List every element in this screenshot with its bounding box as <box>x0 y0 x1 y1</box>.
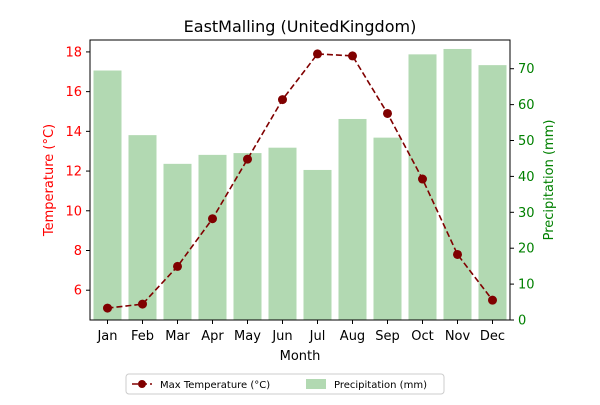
bar-precipitation-jul <box>303 169 332 320</box>
x-tick-label: May <box>234 329 261 344</box>
right-y-tick-label: 0 <box>518 314 526 329</box>
x-tick-label: Dec <box>480 329 505 344</box>
legend-label-precipitation: Precipitation (mm) <box>334 380 427 391</box>
bar-precipitation-jan <box>93 70 122 320</box>
left-y-tick-label: 14 <box>65 125 82 140</box>
right-axis-label: Precipitation (mm) <box>542 120 557 241</box>
point-max-temperature-jan <box>103 303 112 313</box>
left-y-tick-label: 18 <box>65 45 82 60</box>
point-max-temperature-jul <box>313 49 322 59</box>
chart-title: EastMalling (UnitedKingdom) <box>184 17 417 36</box>
right-y-tick-label: 50 <box>518 134 535 149</box>
bar-precipitation-oct <box>408 54 437 320</box>
legend-label-max-temperature: Max Temperature (°C) <box>160 380 270 391</box>
x-tick-label: Nov <box>445 329 471 344</box>
legend: Max Temperature (°C) Precipitation (mm) <box>125 373 445 395</box>
bar-precipitation-feb <box>128 135 157 320</box>
plot-frame <box>89 39 511 321</box>
legend-frame <box>125 373 445 395</box>
x-tick-label: Feb <box>131 329 154 344</box>
left-y-tick-label: 12 <box>65 165 82 180</box>
left-axis-label: Temperature (°C) <box>42 124 57 237</box>
x-tick-label: Sep <box>375 329 400 344</box>
right-y-tick-label: 40 <box>518 170 535 185</box>
point-max-temperature-jun <box>278 95 287 105</box>
point-max-temperature-oct <box>418 174 427 184</box>
point-max-temperature-nov <box>453 249 462 259</box>
bars-layer <box>93 48 507 320</box>
right-y-tick-label: 10 <box>518 278 535 293</box>
point-max-temperature-dec <box>488 295 497 305</box>
point-max-temperature-feb <box>138 299 147 309</box>
x-tick-label: Aug <box>340 329 365 344</box>
right-y-tick-label: 30 <box>518 206 535 221</box>
line-layer <box>103 49 497 313</box>
bar-precipitation-sep <box>373 137 402 320</box>
right-y-tick-label: 60 <box>518 98 535 113</box>
point-max-temperature-aug <box>348 51 357 61</box>
bar-precipitation-nov <box>443 48 472 320</box>
left-y-tick-label: 6 <box>74 284 82 299</box>
point-max-temperature-may <box>243 154 252 164</box>
bar-precipitation-apr <box>198 154 227 320</box>
point-max-temperature-mar <box>173 261 182 271</box>
point-max-temperature-sep <box>383 108 392 118</box>
legend-marker-swatch <box>138 380 146 388</box>
left-y-tick-label: 8 <box>74 244 82 259</box>
bar-precipitation-jun <box>268 147 297 320</box>
left-y-tick-label: 16 <box>65 85 82 100</box>
x-tick-label: Jan <box>96 329 117 344</box>
left-y-tick-label: 10 <box>65 204 82 219</box>
axes-layer: Jan Feb Mar Apr May Jun Jul Aug Sep Oct Nov Dec 6 8 10… <box>65 39 535 344</box>
x-tick-label: Oct <box>411 329 433 344</box>
x-tick-label: Mar <box>165 329 190 344</box>
point-max-temperature-apr <box>208 214 217 224</box>
x-tick-label: Apr <box>201 329 224 344</box>
right-y-tick-label: 20 <box>518 242 535 257</box>
line-max-temperature <box>107 53 494 309</box>
x-axis-label: Month <box>280 349 321 364</box>
x-tick-label: Jun <box>271 329 292 344</box>
bar-precipitation-aug <box>338 118 367 320</box>
bar-precipitation-dec <box>478 65 507 320</box>
legend-bar-swatch <box>306 379 326 389</box>
bar-precipitation-mar <box>163 163 192 320</box>
x-tick-label: Jul <box>309 329 326 344</box>
bar-precipitation-may <box>233 153 262 320</box>
right-y-tick-label: 70 <box>518 62 535 77</box>
